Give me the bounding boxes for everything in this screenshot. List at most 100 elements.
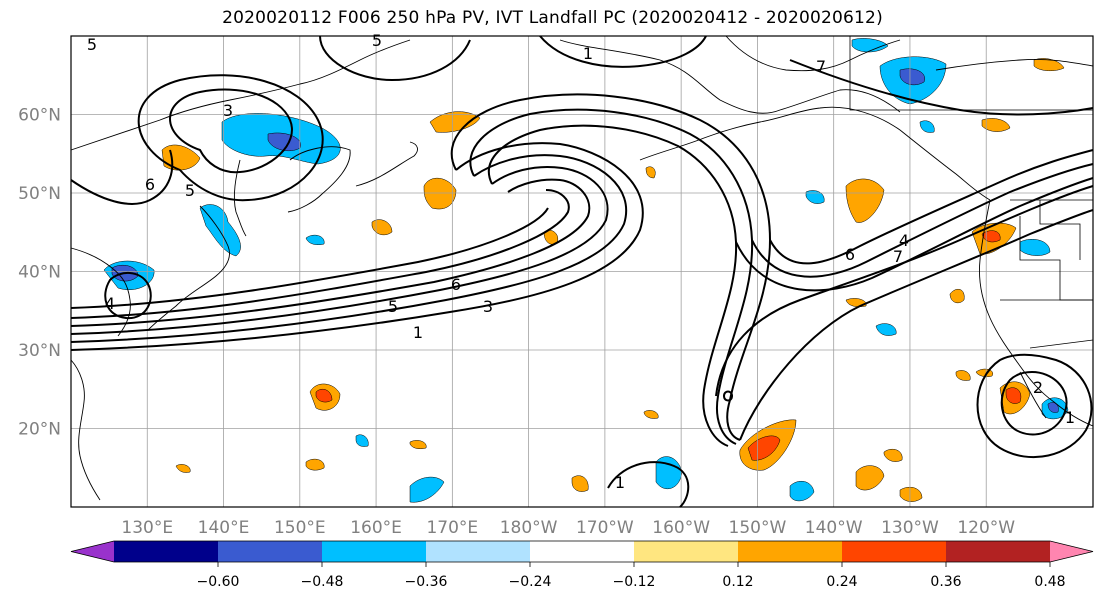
contour-jet-4 — [70, 178, 591, 327]
coastline-sakhalin — [233, 159, 247, 237]
pv-negative-arctic — [851, 38, 889, 53]
contour-label: 4 — [899, 231, 909, 250]
colorbar-segment — [634, 541, 739, 562]
pv-positive-patch — [175, 464, 191, 473]
contour-ridge-3 — [735, 177, 1094, 292]
contour-trough-3 — [487, 124, 738, 447]
contour-baja-inner — [1000, 370, 1068, 436]
contour-north-1 — [319, 35, 471, 82]
lon-tick-label: 140°W — [805, 518, 863, 538]
contour-label: 5 — [87, 35, 97, 54]
pv-positive-patch — [955, 370, 971, 381]
lon-tick-label: 130°W — [881, 518, 939, 538]
lon-tick-label: 150°E — [274, 518, 326, 538]
lat-tick-label: 30°N — [18, 341, 61, 361]
lon-tick-label: 170°E — [426, 518, 478, 538]
contour-korea — [104, 272, 152, 320]
pv-negative-yukon-core — [899, 68, 925, 86]
colorbar-tick-label: 0.36 — [930, 574, 961, 590]
coastline-alaska-north — [559, 39, 901, 114]
colorbar-segment — [322, 541, 427, 562]
pv-positive-patch — [645, 166, 656, 179]
pv-negative-great-basin — [1019, 239, 1051, 256]
colorbar-tick-label: 0.12 — [722, 574, 753, 590]
pv-positive-patch — [371, 219, 393, 236]
coastline-aleutians-west — [355, 141, 418, 187]
contour-label: 2 — [1033, 378, 1043, 397]
contour-jet-2 — [70, 154, 627, 343]
axis-labels: 130°E 140°E 150°E 160°E 170°E 180°W 170°W 160°W… — [18, 106, 1015, 539]
colorbar-segment — [530, 541, 635, 562]
lon-tick-label: 170°W — [576, 518, 634, 538]
contour-ridge-2 — [751, 163, 1094, 278]
lon-tick-label: 150°W — [729, 518, 787, 538]
contour-trough-2 — [469, 108, 754, 445]
contour-jet-1 — [70, 142, 644, 351]
contour-small-loop — [722, 390, 734, 402]
contour-south — [607, 461, 690, 508]
pv-negative-south — [409, 476, 445, 503]
coastline-siberia — [70, 39, 411, 151]
colorbar: −0.60 −0.48 −0.36 −0.24 −0.12 0.12 0.24 0.36 0.4… — [70, 540, 1094, 590]
contour-label: 3 — [483, 297, 493, 316]
colorbar-tick-label: −0.36 — [405, 574, 448, 590]
lat-tick-label: 20°N — [18, 420, 61, 440]
lon-tick-label: 130°E — [121, 518, 173, 538]
pv-positive-patch — [883, 449, 903, 462]
map-panel: 5 5 1 7 3 6 5 6 5 3 1 4 6 4 7 2 1 1 130°… — [18, 31, 1094, 539]
pv-negative-patch — [355, 434, 369, 447]
colorbar-tick-label: −0.48 — [301, 574, 344, 590]
contour-ridge-5 — [739, 209, 1094, 441]
map-frame — [70, 35, 1094, 508]
pv-negative-patch — [919, 120, 935, 133]
lat-tick-label: 60°N — [18, 106, 61, 126]
contour-label: 6 — [145, 175, 155, 194]
coastline-baja — [1019, 371, 1047, 419]
colorbar-segment — [114, 541, 219, 562]
pv-negative-patch — [875, 323, 897, 336]
ivt-contours — [70, 35, 1094, 508]
colorbar-tick-label: −0.12 — [613, 574, 656, 590]
colorbar-extend-min — [71, 541, 114, 562]
colorbar-segment — [218, 541, 323, 562]
colorbar-tick-label: −0.24 — [509, 574, 552, 590]
colorbar-tick-label: 0.48 — [1034, 574, 1065, 590]
colorbar-segment — [426, 541, 531, 562]
contour-jet-3 — [70, 166, 609, 335]
contour-label: 5 — [388, 297, 398, 316]
pv-positive-patch — [899, 487, 923, 502]
pv-negative-mexico-core — [1047, 402, 1059, 413]
colorbar-tick-label: −0.60 — [197, 574, 240, 590]
pv-negative-patch — [305, 234, 325, 245]
pv-positive-patch — [643, 410, 659, 419]
coastline-kamchatka — [287, 146, 351, 213]
contour-label: 4 — [105, 294, 115, 313]
contour-trough-1 — [450, 93, 772, 441]
pv-positive-aleutian-1 — [429, 111, 481, 133]
contour-north-2 — [539, 35, 707, 68]
pv-positive-patch — [855, 465, 885, 491]
pv-positive-baja-core — [1005, 387, 1022, 404]
contour-jet-6 — [70, 207, 549, 309]
pv-positive-patch — [949, 288, 965, 304]
pv-positive-patch — [305, 458, 325, 471]
lon-tick-label: 160°W — [652, 518, 710, 538]
contour-label: 1 — [615, 473, 625, 492]
map-title: 2020020112 F006 250 hPa PV, IVT Landfall… — [222, 8, 883, 28]
contour-ridge-1 — [769, 149, 1094, 265]
political-boundaries — [849, 36, 1094, 349]
contour-label: 1 — [1065, 408, 1075, 427]
contour-label: 7 — [893, 247, 903, 266]
graticule — [71, 36, 1093, 507]
lon-tick-label: 120°W — [957, 518, 1015, 538]
border-us-mexico — [1029, 339, 1094, 349]
colorbar-segment — [738, 541, 843, 562]
contour-okhotsk-inner — [169, 88, 293, 174]
contour-north-3 — [789, 59, 1094, 116]
contour-label: 7 — [816, 57, 826, 76]
contour-label: 6 — [845, 245, 855, 264]
contour-label: 3 — [223, 101, 233, 120]
pv-positive-central-pacific-core — [747, 435, 781, 461]
contour-baja — [976, 353, 1093, 459]
